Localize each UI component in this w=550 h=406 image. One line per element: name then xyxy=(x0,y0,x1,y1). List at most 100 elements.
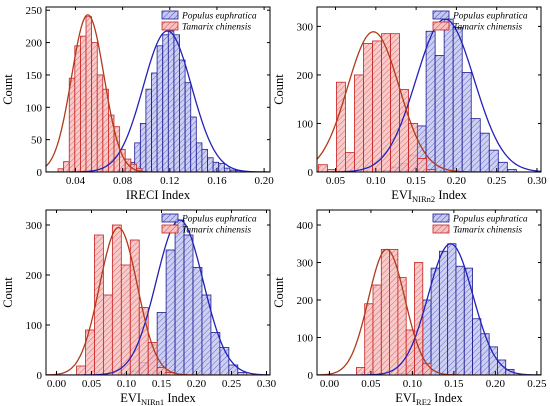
y-tick-label: 0 xyxy=(37,167,43,179)
y-tick-label: 100 xyxy=(297,118,314,130)
bar-tamarix xyxy=(102,88,109,172)
bar-populus xyxy=(195,142,203,172)
bar-populus xyxy=(174,219,185,375)
bar-populus xyxy=(425,30,436,172)
x-tick-label: 0.25 xyxy=(527,378,547,390)
bar-populus xyxy=(184,82,192,172)
bar-populus xyxy=(488,149,499,172)
x-tick-label: 0.20 xyxy=(447,175,467,187)
legend-label: Tamarix chinensis xyxy=(453,23,522,33)
bar-tamarix xyxy=(74,45,81,172)
y-tick-label: 150 xyxy=(26,70,43,82)
y-axis-title: Count xyxy=(1,277,15,308)
bar-tamarix xyxy=(80,35,87,172)
chart-panel-4: 0.00 0.05 0.10 0.15 0.20 0.25 0 100 200 300 400 EVI… xyxy=(272,209,547,406)
bar-populus xyxy=(165,249,176,375)
bar-populus xyxy=(173,34,180,172)
y-tick-label: 0 xyxy=(308,167,314,179)
legend-swatch xyxy=(161,10,179,20)
bar-tamarix xyxy=(405,329,415,375)
x-tick-label: 0.10 xyxy=(117,378,137,390)
y-axis-title: Count xyxy=(1,74,15,105)
y-tick-label: 300 xyxy=(297,258,314,270)
bar-populus xyxy=(470,118,481,172)
bar-tamarix xyxy=(422,363,432,375)
legend-label: Populus euphratica xyxy=(452,12,528,22)
x-tick-label: 0.20 xyxy=(486,378,506,390)
bar-tamarix xyxy=(130,163,137,172)
bar-tamarix xyxy=(91,42,98,172)
x-tick-label: 0.08 xyxy=(113,175,133,187)
bar-tamarix xyxy=(414,262,424,375)
bar-populus xyxy=(479,132,490,172)
y-tick-label: 300 xyxy=(297,21,314,33)
legend-label: Tamarix chinensis xyxy=(182,23,251,33)
legend-swatch xyxy=(432,213,450,223)
x-tick-label: 0.10 xyxy=(366,175,386,187)
bar-populus xyxy=(228,364,239,375)
legend-label: Populus euphratica xyxy=(452,215,528,225)
y-tick-label: 200 xyxy=(26,270,43,282)
bar-tamarix xyxy=(345,152,355,172)
bar-populus xyxy=(497,359,507,375)
bar-tamarix xyxy=(63,161,70,172)
x-tick-label: 0.20 xyxy=(187,378,207,390)
bar-populus xyxy=(497,161,508,172)
y-tick-label: 0 xyxy=(308,370,314,382)
x-tick-label: 0.15 xyxy=(444,378,464,390)
bar-populus xyxy=(506,169,517,172)
y-tick-label: 200 xyxy=(297,295,314,307)
x-tick-label: 0.10 xyxy=(403,378,423,390)
x-axis-title: EVINIRn1 Index xyxy=(120,391,196,406)
fit-curve-populus xyxy=(317,18,541,172)
bar-populus xyxy=(190,116,197,172)
chart-panel-2: 0.05 0.10 0.15 0.20 0.25 0.30 0 100 200 300 EVINIR… xyxy=(272,6,547,204)
y-tick-label: 200 xyxy=(26,38,43,50)
plot-frame xyxy=(45,6,271,173)
bars xyxy=(76,219,248,375)
bars xyxy=(356,243,515,375)
x-tick-label: 0.30 xyxy=(257,378,277,390)
bar-tamarix xyxy=(364,303,374,375)
x-tick-label: 0.05 xyxy=(361,378,381,390)
plot-frame xyxy=(316,6,542,173)
bar-populus xyxy=(438,250,449,375)
legend-swatch xyxy=(432,21,450,31)
y-tick-label: 100 xyxy=(26,320,43,332)
bar-tamarix xyxy=(111,224,122,375)
y-tick-label: 100 xyxy=(26,102,43,114)
bar-tamarix xyxy=(317,164,328,172)
bar-tamarix xyxy=(397,277,407,375)
bar-populus xyxy=(201,148,208,172)
bar-tamarix xyxy=(372,40,382,172)
y-tick-label: 0 xyxy=(37,370,43,382)
legend-swatch xyxy=(161,213,179,223)
bar-populus xyxy=(488,346,498,375)
plot-frame xyxy=(316,209,542,376)
bar-populus xyxy=(219,347,230,375)
bar-populus xyxy=(145,88,152,172)
legend-label: Populus euphratica xyxy=(181,215,257,225)
y-tick-label: 50 xyxy=(31,135,43,147)
x-axis-title: EVIRE2 Index xyxy=(395,391,463,406)
bar-tamarix xyxy=(120,264,131,375)
plot-frame xyxy=(45,209,271,376)
bar-populus xyxy=(156,312,167,375)
bar-populus xyxy=(461,72,472,172)
chart-panel-3: 0.00 0.05 0.10 0.15 0.20 0.25 0.30 0 100 200 300 EV… xyxy=(1,209,277,406)
bar-populus xyxy=(472,318,482,375)
bar-populus xyxy=(443,18,454,172)
legend-swatch xyxy=(432,10,450,20)
bar-populus xyxy=(179,59,186,172)
chart-panel-1: 0.04 0.08 0.12 0.16 0.20 0 50 100 150 200 250 IRECI… xyxy=(1,5,274,202)
bar-populus xyxy=(183,234,194,375)
y-tick-label: 400 xyxy=(297,220,314,232)
legend-label: Populus euphratica xyxy=(181,12,257,22)
x-tick-label: 0.15 xyxy=(406,175,426,187)
bar-populus xyxy=(167,30,175,172)
bar-populus xyxy=(237,372,248,375)
bar-tamarix xyxy=(356,367,366,375)
x-tick-label: 0.00 xyxy=(320,378,340,390)
